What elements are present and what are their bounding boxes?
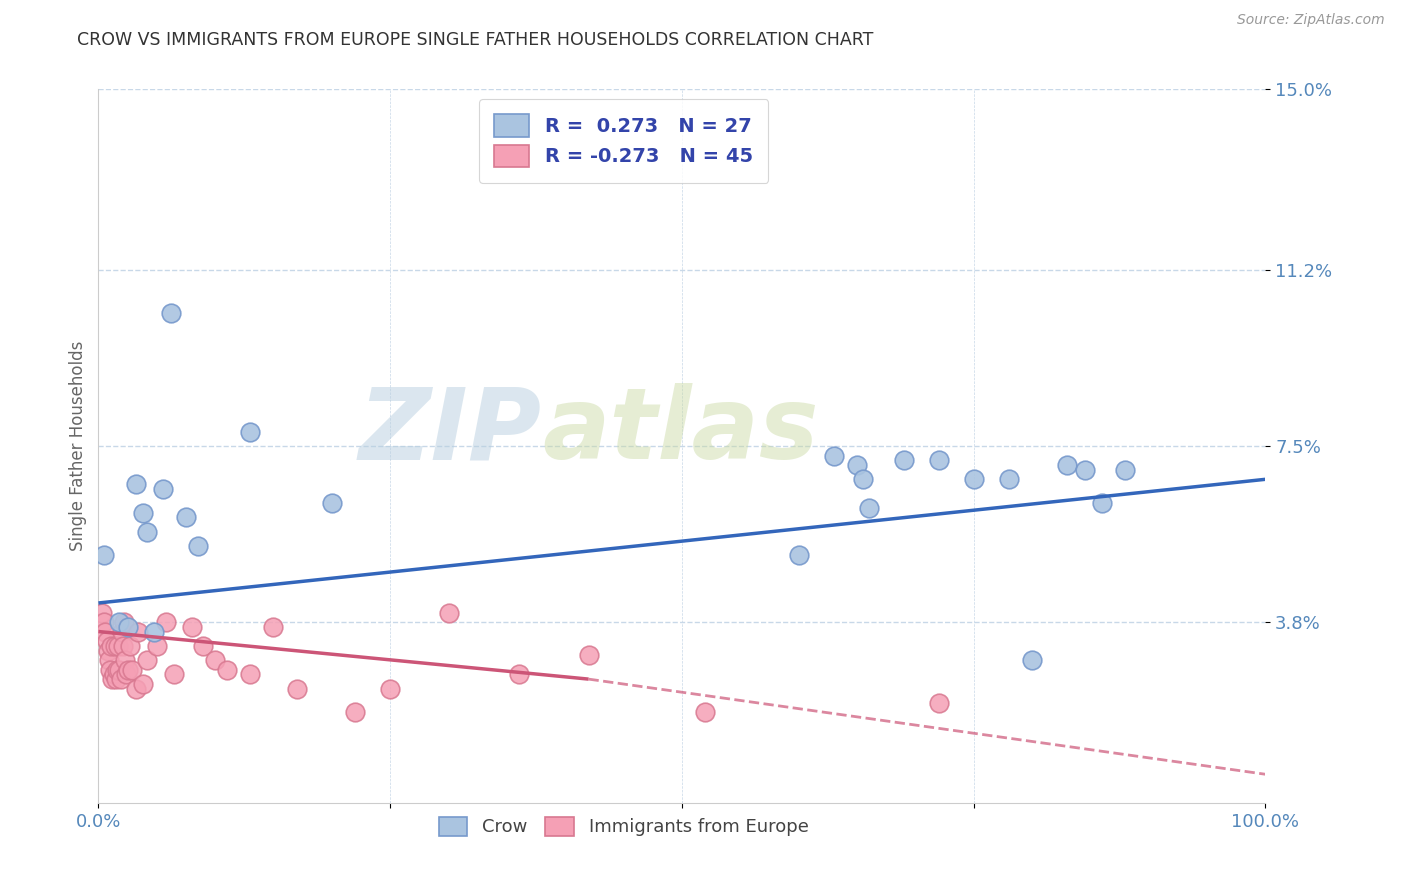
- Point: [146, 639, 169, 653]
- Point: [93, 549, 115, 563]
- Point: [110, 672, 132, 686]
- Point: [695, 706, 717, 720]
- Point: [163, 667, 186, 681]
- Point: [787, 549, 810, 563]
- Point: [94, 624, 117, 639]
- Point: [97, 653, 120, 667]
- Point: [93, 615, 115, 629]
- Point: [262, 620, 284, 634]
- Point: [117, 620, 139, 634]
- Point: [97, 643, 120, 657]
- Point: [104, 672, 127, 686]
- Point: [111, 639, 134, 653]
- Text: ZIP: ZIP: [359, 384, 541, 480]
- Point: [152, 482, 174, 496]
- Point: [858, 500, 880, 515]
- Point: [155, 615, 177, 629]
- Point: [105, 663, 128, 677]
- Point: [132, 506, 155, 520]
- Point: [90, 606, 112, 620]
- Point: [103, 667, 125, 681]
- Point: [136, 653, 159, 667]
- Point: [285, 681, 308, 696]
- Point: [846, 458, 869, 472]
- Point: [193, 639, 215, 653]
- Point: [1091, 496, 1114, 510]
- Point: [239, 425, 262, 439]
- Point: [132, 677, 155, 691]
- Text: atlas: atlas: [541, 384, 818, 480]
- Point: [112, 615, 135, 629]
- Point: [180, 620, 202, 634]
- Point: [118, 639, 141, 653]
- Point: [127, 624, 149, 639]
- Point: [187, 539, 209, 553]
- Point: [125, 477, 148, 491]
- Point: [159, 306, 181, 320]
- Point: [1114, 463, 1136, 477]
- Text: CROW VS IMMIGRANTS FROM EUROPE SINGLE FATHER HOUSEHOLDS CORRELATION CHART: CROW VS IMMIGRANTS FROM EUROPE SINGLE FA…: [77, 31, 873, 49]
- Point: [115, 667, 138, 681]
- Point: [1073, 463, 1095, 477]
- Point: [997, 472, 1019, 486]
- Point: [852, 472, 875, 486]
- Legend: Crow, Immigrants from Europe: Crow, Immigrants from Europe: [427, 806, 820, 847]
- Point: [108, 663, 131, 677]
- Point: [508, 667, 530, 681]
- Point: [1056, 458, 1078, 472]
- Point: [239, 667, 262, 681]
- Point: [823, 449, 845, 463]
- Point: [344, 706, 367, 720]
- Point: [100, 639, 122, 653]
- Point: [1021, 653, 1043, 667]
- Point: [893, 453, 915, 467]
- Point: [174, 510, 197, 524]
- Point: [117, 663, 139, 677]
- Y-axis label: Single Father Households: Single Father Households: [69, 341, 87, 551]
- Point: [578, 648, 600, 663]
- Point: [204, 653, 226, 667]
- Point: [136, 524, 159, 539]
- Point: [928, 696, 950, 710]
- Point: [108, 615, 131, 629]
- Point: [104, 639, 127, 653]
- Point: [111, 624, 134, 639]
- Point: [143, 624, 166, 639]
- Point: [380, 681, 402, 696]
- Point: [96, 634, 118, 648]
- Point: [437, 606, 460, 620]
- Point: [928, 453, 950, 467]
- Point: [107, 639, 129, 653]
- Point: [215, 663, 238, 677]
- Point: [962, 472, 984, 486]
- Point: [98, 663, 121, 677]
- Point: [101, 672, 124, 686]
- Text: Source: ZipAtlas.com: Source: ZipAtlas.com: [1237, 13, 1385, 28]
- Point: [125, 681, 148, 696]
- Point: [321, 496, 343, 510]
- Point: [114, 653, 136, 667]
- Point: [121, 663, 143, 677]
